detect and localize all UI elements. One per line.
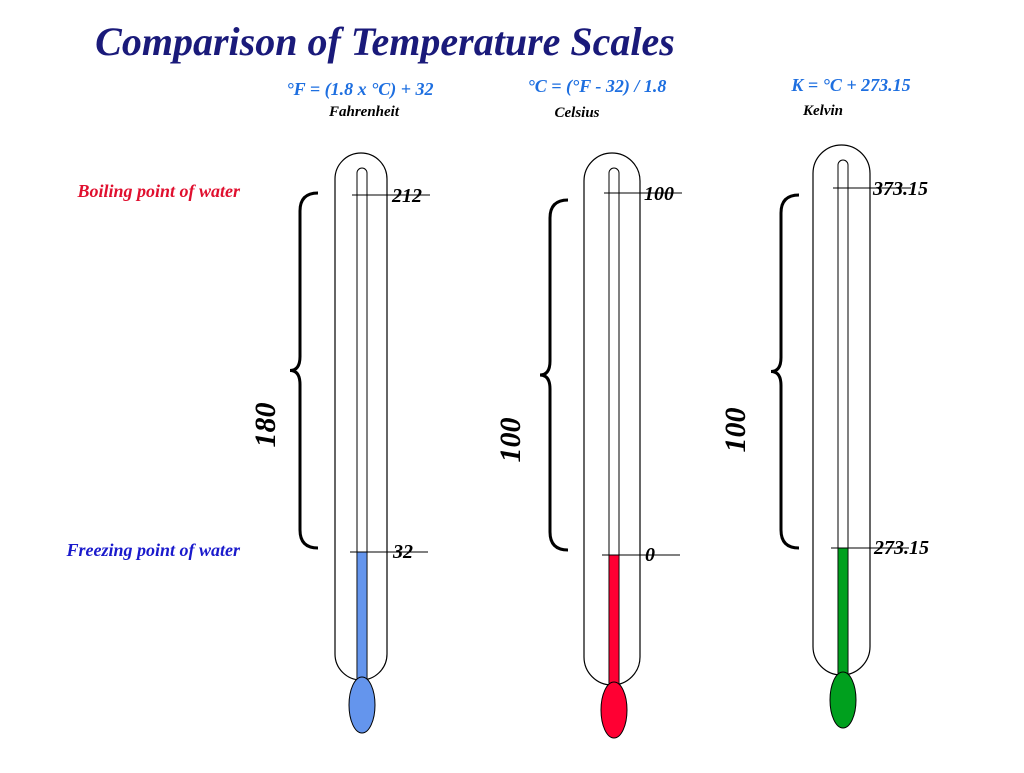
scale-name: Celsius	[554, 105, 599, 121]
brace	[539, 198, 569, 552]
formula: °F = (1.8 x °C) + 32	[286, 79, 433, 100]
boiling-value: 212	[391, 185, 422, 207]
bulb	[600, 681, 628, 739]
title: Comparison of Temperature Scales	[95, 19, 675, 64]
mercury	[837, 547, 849, 681]
scale-name: Fahrenheit	[328, 104, 400, 120]
range-value: 100	[494, 418, 527, 463]
bulb	[348, 676, 376, 734]
formula: K = °C + 273.15	[790, 75, 910, 95]
formula: °C = (°F - 32) / 1.8	[528, 76, 667, 97]
bulb	[829, 671, 857, 729]
scale-name: Kelvin	[802, 103, 843, 119]
range-value: 180	[249, 403, 282, 448]
freezing-label: Freezing point of water	[65, 540, 241, 560]
freezing-value: 32	[392, 541, 413, 563]
mercury	[356, 551, 368, 686]
freezing-value: 0	[645, 544, 655, 566]
boiling-value: 373.15	[872, 178, 928, 200]
freezing-value: 273.15	[873, 537, 929, 559]
brace	[289, 191, 319, 550]
range-value: 100	[719, 408, 752, 453]
boiling-value: 100	[644, 183, 674, 205]
mercury	[608, 554, 620, 691]
brace	[770, 193, 800, 550]
boiling-label: Boiling point of water	[76, 181, 241, 201]
